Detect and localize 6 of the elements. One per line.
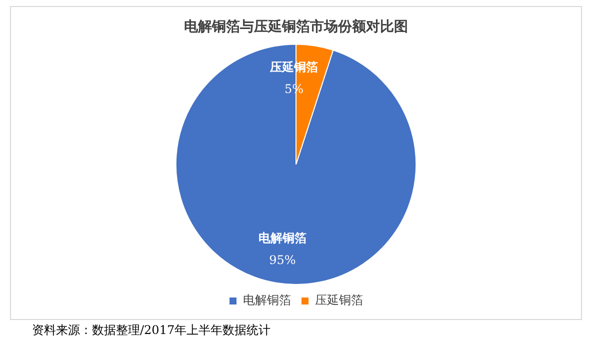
slice-label: 电解铜箔 [258,230,306,245]
legend-label: 压延铜箔 [315,293,363,308]
chart-title: 电解铜箔与压延铜箔市场份额对比图 [184,18,408,36]
legend-label: 电解铜箔 [243,293,291,308]
data-label: 95% [269,252,296,267]
text: 资料来源：数据整理/2017年上半年数据统计 [32,322,271,339]
